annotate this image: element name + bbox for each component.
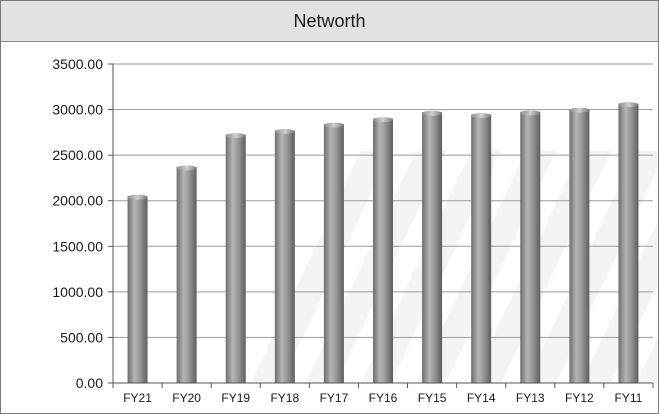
x-tick-label: FY13 <box>516 391 545 405</box>
bar-cap <box>373 117 393 123</box>
bars <box>127 102 639 383</box>
x-tick-label: FY15 <box>418 391 447 405</box>
y-tick-label: 2000.00 <box>52 193 103 209</box>
background-watermark <box>251 151 658 383</box>
y-tick-label: 0.00 <box>76 375 103 391</box>
bar-cap <box>618 102 639 108</box>
bar-cap <box>569 107 590 113</box>
bar <box>422 112 443 383</box>
watermark-stripe <box>636 336 658 383</box>
x-tick-label: FY14 <box>467 391 496 405</box>
x-axis: FY21 FY20 FY19 FY18 FY17 FY16 FY15 FY14 FY13 FY12… <box>112 382 654 405</box>
bar <box>471 114 492 383</box>
bar <box>323 124 344 383</box>
chart-title-bar: Networth <box>1 1 658 42</box>
bar-cap <box>127 194 148 200</box>
y-tick-label: 2500.00 <box>52 147 103 163</box>
bar-cap <box>422 110 443 116</box>
bar <box>569 109 590 383</box>
watermark-stripe <box>581 220 658 383</box>
x-tick-label: FY20 <box>172 391 201 405</box>
y-tick-label: 3000.00 <box>52 102 103 118</box>
x-tick-label: FY17 <box>320 391 349 405</box>
bar-cap <box>323 122 344 128</box>
bar <box>127 196 148 383</box>
bar-cap <box>471 113 492 119</box>
y-tick-label: 3500.00 <box>52 56 103 72</box>
y-tick-label: 1500.00 <box>52 238 103 254</box>
bar-cap <box>274 129 295 135</box>
x-tick-label: FY12 <box>565 391 594 405</box>
bar <box>520 111 541 383</box>
x-tick-label: FY19 <box>221 391 250 405</box>
y-tick-label: 500.00 <box>60 329 103 345</box>
x-tick-label: FY16 <box>369 391 398 405</box>
y-axis: 0.00 500.00 1000.00 1500.00 2000.00 2500.00 30… <box>52 56 114 391</box>
bar <box>618 103 639 383</box>
bar <box>373 118 393 383</box>
bar <box>225 134 246 383</box>
bar-cap <box>225 133 246 139</box>
x-tick-label: FY21 <box>123 391 152 405</box>
bar <box>274 130 295 383</box>
bar-cap <box>176 165 197 171</box>
bar <box>176 166 197 383</box>
x-tick-label: FY11 <box>615 391 643 405</box>
y-tick-label: 1000.00 <box>52 284 103 300</box>
chart-title: Networth <box>293 10 366 31</box>
x-tick-label: FY18 <box>270 391 299 405</box>
bar-cap <box>520 110 541 116</box>
